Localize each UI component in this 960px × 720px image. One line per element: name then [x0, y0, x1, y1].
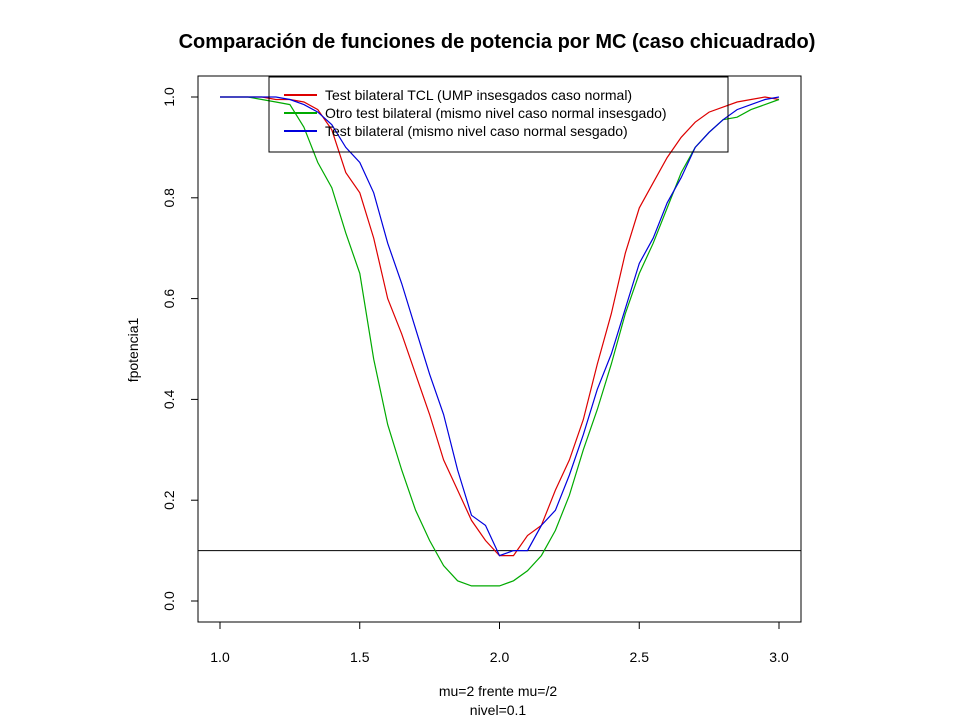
legend-box [268, 76, 729, 153]
y-tick-label: 0.8 [161, 188, 177, 208]
x-axis: 1.0 1.5 2.0 2.5 3.0 [210, 621, 789, 665]
legend-label-1: Test bilateral TCL (UMP insesgados caso … [325, 87, 632, 103]
chart-title: Comparación de funciones de potencia por… [179, 31, 816, 53]
x-tick-label: 2.5 [630, 649, 650, 665]
y-tick-label: 0.4 [161, 389, 177, 409]
x-tick-label: 1.5 [350, 649, 370, 665]
y-tick-label: 0.2 [161, 490, 177, 510]
y-tick-label: 1.0 [161, 87, 177, 107]
series-line-3 [220, 96, 780, 557]
series-line-1 [220, 96, 780, 557]
y-axis: 0.0 0.2 0.4 0.6 0.8 1.0 [161, 87, 199, 611]
plot-frame [197, 75, 802, 623]
y-tick-label: 0.6 [161, 289, 177, 309]
x-axis-label-line2: nivel=0.1 [470, 702, 527, 718]
x-tick-label: 3.0 [769, 649, 789, 665]
series-line-2 [220, 96, 780, 587]
y-tick-label: 0.0 [161, 591, 177, 611]
x-axis-label: mu=2 frente mu=/2 [439, 683, 558, 699]
series-group [220, 96, 780, 587]
y-axis-label: fpotencia1 [125, 317, 141, 382]
legend: Test bilateral TCL (UMP insesgados caso … [268, 76, 729, 153]
x-tick-label: 2.0 [490, 649, 510, 665]
legend-label-3: Test bilateral (mismo nivel caso normal … [325, 123, 628, 139]
x-tick-label: 1.0 [210, 649, 230, 665]
legend-label-2: Otro test bilateral (mismo nivel caso no… [325, 105, 667, 121]
